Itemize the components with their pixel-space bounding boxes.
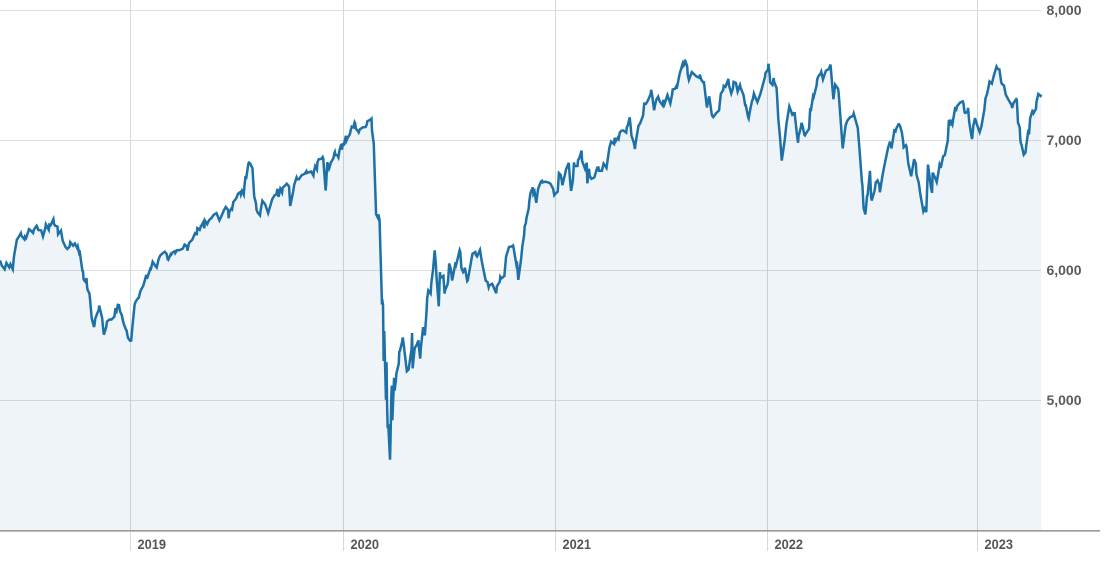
svg-text:2019: 2019	[138, 536, 167, 552]
svg-text:2021: 2021	[563, 536, 592, 552]
svg-text:8,000: 8,000	[1047, 2, 1082, 18]
svg-text:7,000: 7,000	[1047, 132, 1082, 148]
svg-text:2020: 2020	[351, 536, 380, 552]
svg-text:2023: 2023	[985, 536, 1014, 552]
svg-text:6,000: 6,000	[1047, 262, 1082, 278]
svg-text:2022: 2022	[775, 536, 804, 552]
svg-text:5,000: 5,000	[1047, 392, 1082, 408]
